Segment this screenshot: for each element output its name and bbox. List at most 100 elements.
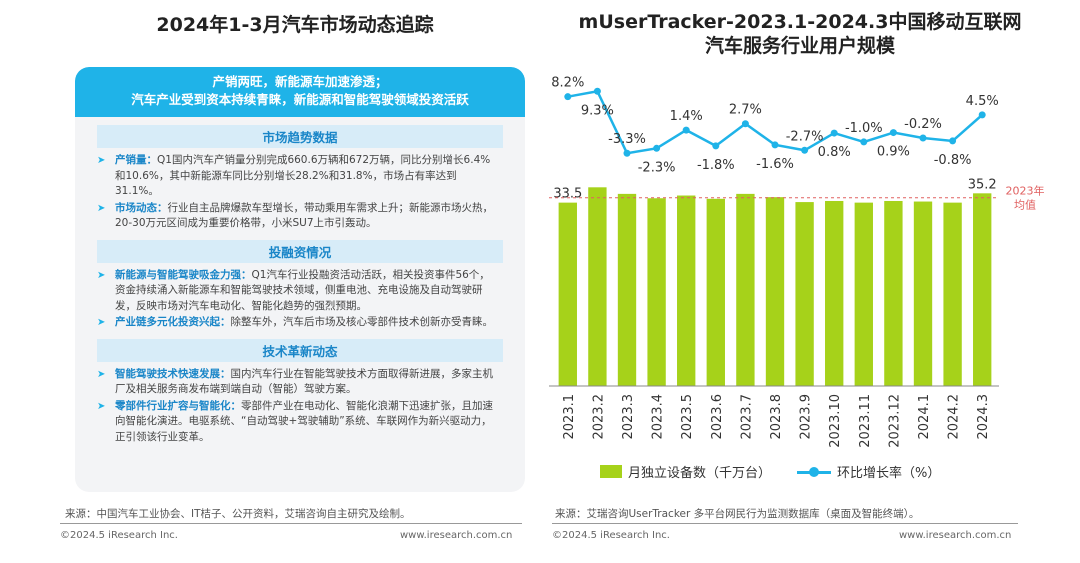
x-tick-2023.12: 2023.12 (887, 394, 902, 448)
chart-title: mUserTracker-2023.1-2024.3中国移动互联网 汽车服务行业… (545, 10, 1055, 58)
growth-point-2024.3 (978, 111, 986, 119)
x-tick-2024.2: 2024.2 (947, 394, 962, 440)
growth-label-2023.5: 1.4% (670, 109, 703, 124)
growth-point-2023.10 (830, 129, 838, 137)
bullet-market-dynamics: ➤ 市场动态：行业自主品牌爆款车型增长，带动乘用车需求上升；新能源市场火热，20… (75, 201, 525, 232)
arrow-icon: ➤ (97, 155, 106, 166)
growth-label-2023.3: -3.3% (608, 132, 646, 147)
average-label-line2: 均值 (1014, 199, 1036, 212)
left-footer-rule (60, 523, 522, 524)
growth-label-2023.6: -1.8% (697, 158, 735, 173)
summary-card: 产销两旺，新能源车加速渗透； 汽车产业受到资本持续青睐，新能源和智能驾驶领域投资… (75, 67, 525, 492)
x-tick-2023.6: 2023.6 (710, 394, 725, 440)
bar-2023.9 (795, 202, 814, 386)
bar-2023.5 (677, 195, 696, 386)
bullet-smart-driving: ➤ 智能驾驶技术快速发展：国内汽车行业在智能驾驶技术方面取得新进展，多家主机厂及… (75, 367, 525, 398)
x-tick-2023.5: 2023.5 (680, 394, 695, 440)
growth-point-2023.1 (564, 93, 572, 101)
left-website: www.iresearch.com.cn (400, 530, 513, 541)
growth-point-2023.3 (623, 149, 631, 157)
x-tick-2023.4: 2023.4 (651, 394, 666, 440)
bar-2023.8 (765, 197, 785, 386)
growth-label-2023.8: -1.6% (756, 157, 794, 172)
summary-banner: 产销两旺，新能源车加速渗透； 汽车产业受到资本持续青睐，新能源和智能驾驶领域投资… (75, 67, 525, 117)
bar-2023.4 (647, 198, 666, 386)
section-heading-investment: 投融资情况 (97, 239, 503, 263)
growth-point-2023.6 (712, 142, 720, 150)
bar-2024.2 (943, 202, 962, 386)
growth-label-2023.10: 0.8% (818, 145, 851, 160)
bar-2024.1 (913, 201, 933, 386)
arrow-icon: ➤ (97, 202, 106, 214)
growth-point-2023.11 (860, 138, 868, 146)
banner-line2: 汽车产业受到资本持续青睐，新能源和智能驾驶领域投资活跃 (131, 92, 469, 107)
left-copyright: ©2024.5 iResearch Inc. (60, 530, 178, 541)
right-footer-rule (552, 523, 1018, 524)
bullet-text: 行业自主品牌爆款车型增长，带动乘用车需求上升；新能源市场火热，20-30万元区间… (115, 201, 493, 230)
growth-point-2023.12 (889, 129, 897, 137)
legend-label-devices: 月独立设备数（千万台） (628, 466, 772, 481)
bar-label-2023.1: 33.5 (553, 187, 582, 202)
x-tick-2024.3: 2024.3 (976, 394, 991, 440)
bullet-text: 零部件产业在电动化、智能化浪潮下迅速扩张，且加速向智能化演进。电驱系统、“自动驾… (115, 399, 493, 443)
growth-label-2023.11: -1.0% (845, 121, 883, 136)
bar-2023.12 (884, 200, 903, 386)
right-copyright: ©2024.5 iResearch Inc. (552, 530, 670, 541)
arrow-icon: ➤ (97, 269, 106, 281)
growth-label-2023.12: 0.9% (877, 145, 910, 160)
legend-item-devices: 月独立设备数（千万台） (600, 462, 771, 481)
section-heading-market-trend: 市场趋势数据 (97, 125, 503, 148)
chart-legend: 月独立设备数（千万台） 环比增长率（%） (600, 462, 940, 481)
x-tick-2023.1: 2023.1 (562, 394, 577, 440)
bullet-key: 产业链多元化投资兴起： (115, 316, 231, 328)
bar-2024.3 (973, 193, 992, 386)
bullet-components: ➤ 零部件行业扩容与智能化：零部件产业在电动化、智能化浪潮下迅速扩张，且加速向智… (75, 399, 525, 446)
growth-label-2023.2: 9.3% (581, 103, 614, 118)
bullet-text: 国内汽车行业在智能驾驶技术方面取得新进展，多家主机厂及相关服务商发布端到端自动（… (115, 367, 493, 396)
bullet-key: 智能驾驶技术快速发展： (115, 367, 231, 380)
bullet-key: 产销量： (115, 154, 157, 166)
bullet-key: 零部件行业扩容与智能化： (115, 399, 241, 412)
x-tick-2023.11: 2023.11 (858, 394, 873, 448)
arrow-icon: ➤ (97, 400, 106, 412)
growth-point-2024.1 (919, 134, 927, 142)
right-website: www.iresearch.com.cn (899, 530, 1012, 541)
growth-label-2023.1: 8.2% (551, 76, 584, 91)
growth-point-2023.9 (801, 146, 809, 154)
bullet-sales: ➤ 产销量：Q1国内汽车产销量分别完成660.6万辆和672万辆，同比分别增长6… (75, 153, 525, 200)
x-tick-2023.3: 2023.3 (621, 394, 636, 440)
x-tick-2023.9: 2023.9 (799, 394, 814, 440)
chart-title-line1: mUserTracker-2023.1-2024.3中国移动互联网 (578, 11, 1022, 33)
bullet-key: 新能源与智能驾驶吸金力强： (115, 268, 252, 281)
x-tick-2023.10: 2023.10 (828, 394, 843, 448)
growth-point-2023.2 (593, 87, 601, 95)
bar-2023.7 (736, 193, 755, 386)
growth-point-2024.2 (949, 137, 957, 145)
left-source-note: 来源：中国汽车工业协会、IT桔子、公开资料，艾瑞咨询自主研究及绘制。 (65, 508, 411, 520)
legend-item-growth: 环比增长率（%） (797, 462, 940, 481)
bar-2023.3 (617, 193, 637, 386)
bar-2023.11 (854, 202, 873, 386)
bullet-supply-chain-investment: ➤ 产业链多元化投资兴起：除整车外，汽车后市场及核心零部件技术创新亦受青睐。 (75, 315, 525, 331)
bar-2023.2 (588, 187, 607, 386)
growth-label-2023.7: 2.7% (729, 103, 762, 118)
legend-line-swatch (797, 465, 832, 478)
growth-label-2023.9: -2.7% (786, 129, 824, 144)
bar-2023.10 (825, 200, 844, 386)
growth-label-2024.3: 4.5% (966, 94, 999, 109)
growth-point-2023.7 (741, 120, 749, 128)
x-tick-2023.7: 2023.7 (739, 394, 754, 440)
legend-label-growth: 环比增长率（%） (837, 466, 941, 481)
bar-2023.1 (558, 202, 577, 386)
bullet-text: Q1国内汽车产销量分别完成660.6万辆和672万辆，同比分别增长6.4%和10… (115, 154, 491, 197)
left-panel-title: 2024年1-3月汽车市场动态追踪 (156, 14, 434, 36)
legend-bar-swatch (600, 465, 622, 478)
chart-title-line2: 汽车服务行业用户规模 (704, 35, 895, 57)
arrow-icon: ➤ (97, 317, 106, 328)
section-heading-tech: 技术革新动态 (97, 338, 503, 362)
x-tick-2024.1: 2024.1 (917, 394, 932, 440)
growth-label-2024.2: -0.8% (934, 153, 972, 168)
x-tick-2023.2: 2023.2 (591, 394, 606, 440)
bullet-text: Q1汽车行业投融资活动活跃，相关投资事件56个，资金持续涌入新能源车和智能驾驶技… (115, 268, 490, 312)
